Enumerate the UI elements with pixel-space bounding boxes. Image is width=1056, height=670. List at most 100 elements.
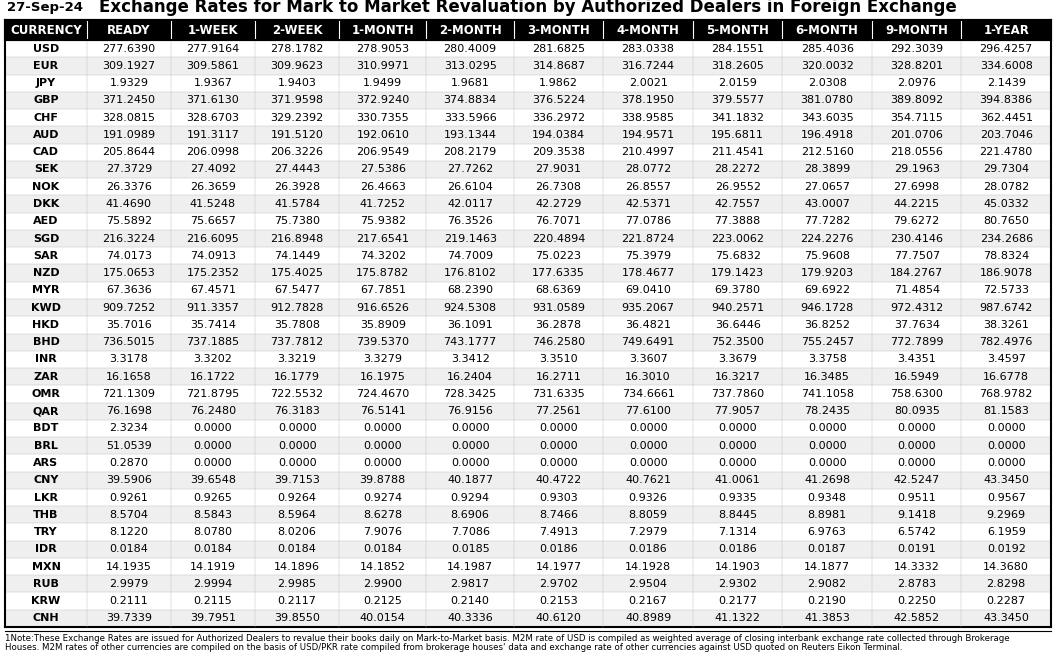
Text: 35.7808: 35.7808 [275, 320, 320, 330]
Text: 0.0187: 0.0187 [808, 544, 847, 554]
Text: 6.9763: 6.9763 [808, 527, 847, 537]
Text: 924.5308: 924.5308 [444, 303, 496, 313]
Text: 935.2067: 935.2067 [622, 303, 675, 313]
Text: 14.3332: 14.3332 [893, 561, 940, 572]
Text: 206.9549: 206.9549 [356, 147, 410, 157]
Text: 42.7557: 42.7557 [715, 199, 760, 209]
Text: 0.0000: 0.0000 [363, 423, 402, 433]
Text: 221.4780: 221.4780 [980, 147, 1033, 157]
Text: 372.9240: 372.9240 [356, 95, 410, 105]
Bar [5, 20, 1051, 40]
Text: 14.1896: 14.1896 [275, 561, 320, 572]
Text: 292.3039: 292.3039 [890, 44, 943, 54]
Text: 216.3224: 216.3224 [102, 234, 155, 243]
Text: TRY: TRY [34, 527, 58, 537]
Text: 41.5784: 41.5784 [274, 199, 320, 209]
Bar [5, 437, 1051, 454]
Bar [5, 178, 1051, 196]
Text: 75.9608: 75.9608 [805, 251, 850, 261]
Bar [5, 420, 1051, 437]
Text: 7.4913: 7.4913 [539, 527, 578, 537]
Text: 76.3526: 76.3526 [447, 216, 493, 226]
Text: 8.8059: 8.8059 [628, 510, 667, 520]
Text: INR: INR [35, 354, 57, 364]
Text: 195.6811: 195.6811 [711, 130, 765, 140]
Text: 0.9348: 0.9348 [808, 492, 847, 502]
Text: MYR: MYR [32, 285, 60, 295]
Text: DKK: DKK [33, 199, 59, 209]
Bar [5, 212, 1051, 230]
Text: 0.9294: 0.9294 [451, 492, 490, 502]
Text: 45.0332: 45.0332 [983, 199, 1030, 209]
Bar [5, 74, 1051, 92]
Text: 39.5906: 39.5906 [106, 475, 152, 485]
Text: 212.5160: 212.5160 [800, 147, 853, 157]
Text: 940.2571: 940.2571 [711, 303, 765, 313]
Text: 29.7304: 29.7304 [983, 165, 1030, 174]
Text: 0.0000: 0.0000 [540, 458, 578, 468]
Bar [5, 109, 1051, 127]
Bar [5, 230, 1051, 247]
Text: 2.8298: 2.8298 [986, 579, 1025, 589]
Bar [5, 385, 1051, 403]
Text: 14.1928: 14.1928 [625, 561, 672, 572]
Text: 74.1449: 74.1449 [274, 251, 320, 261]
Text: 75.7380: 75.7380 [275, 216, 320, 226]
Text: 71.4854: 71.4854 [893, 285, 940, 295]
Text: 74.0173: 74.0173 [106, 251, 152, 261]
Text: CNY: CNY [33, 475, 59, 485]
Text: 389.8092: 389.8092 [890, 95, 943, 105]
Text: 333.5966: 333.5966 [444, 113, 496, 123]
Text: 334.6008: 334.6008 [980, 61, 1033, 71]
Text: 77.7282: 77.7282 [804, 216, 850, 226]
Text: 41.7252: 41.7252 [360, 199, 406, 209]
Text: 343.6035: 343.6035 [800, 113, 853, 123]
Text: 0.2115: 0.2115 [193, 596, 232, 606]
Text: 8.0206: 8.0206 [278, 527, 317, 537]
Text: 737.7812: 737.7812 [270, 337, 324, 347]
Bar [5, 472, 1051, 489]
Text: 2.9504: 2.9504 [628, 579, 667, 589]
Text: 29.1963: 29.1963 [893, 165, 940, 174]
Text: 42.5852: 42.5852 [893, 613, 940, 623]
Text: QAR: QAR [33, 406, 59, 416]
Text: ARS: ARS [34, 458, 58, 468]
Text: 175.4025: 175.4025 [270, 268, 323, 278]
Text: 3.3607: 3.3607 [628, 354, 667, 364]
Text: 69.6922: 69.6922 [804, 285, 850, 295]
Text: 2.9979: 2.9979 [110, 579, 149, 589]
Bar [5, 196, 1051, 212]
Text: 5-MONTH: 5-MONTH [706, 23, 769, 36]
Text: NZD: NZD [33, 268, 59, 278]
Text: 0.0000: 0.0000 [628, 423, 667, 433]
Text: 4-MONTH: 4-MONTH [617, 23, 680, 36]
Text: 2.9817: 2.9817 [451, 579, 490, 589]
Text: 14.1903: 14.1903 [715, 561, 760, 572]
Text: 354.7115: 354.7115 [890, 113, 943, 123]
Text: 758.6300: 758.6300 [890, 389, 943, 399]
Text: 374.8834: 374.8834 [444, 95, 496, 105]
Text: 0.0000: 0.0000 [540, 423, 578, 433]
Text: 41.4690: 41.4690 [106, 199, 152, 209]
Text: 27.5386: 27.5386 [360, 165, 406, 174]
Text: 0.0000: 0.0000 [363, 441, 402, 451]
Text: SAR: SAR [34, 251, 58, 261]
Text: 1Note:These Exchange Rates are issued for Authorized Dealers to revalue their bo: 1Note:These Exchange Rates are issued fo… [5, 634, 1010, 643]
Text: 26.7308: 26.7308 [535, 182, 582, 192]
Text: 278.1782: 278.1782 [270, 44, 324, 54]
Text: 28.3899: 28.3899 [804, 165, 850, 174]
Text: 3.3279: 3.3279 [363, 354, 402, 364]
Text: 283.0338: 283.0338 [622, 44, 675, 54]
Text: 216.8948: 216.8948 [270, 234, 324, 243]
Text: 16.2711: 16.2711 [535, 372, 582, 382]
Text: 0.0000: 0.0000 [898, 458, 936, 468]
Text: 309.1927: 309.1927 [102, 61, 155, 71]
Text: 314.8687: 314.8687 [532, 61, 585, 71]
Bar [5, 20, 1051, 40]
Text: 309.9623: 309.9623 [270, 61, 323, 71]
Text: 28.2272: 28.2272 [715, 165, 760, 174]
Text: 77.7507: 77.7507 [893, 251, 940, 261]
Text: 6.5742: 6.5742 [898, 527, 937, 537]
Text: 35.8909: 35.8909 [360, 320, 406, 330]
Text: 67.5477: 67.5477 [274, 285, 320, 295]
